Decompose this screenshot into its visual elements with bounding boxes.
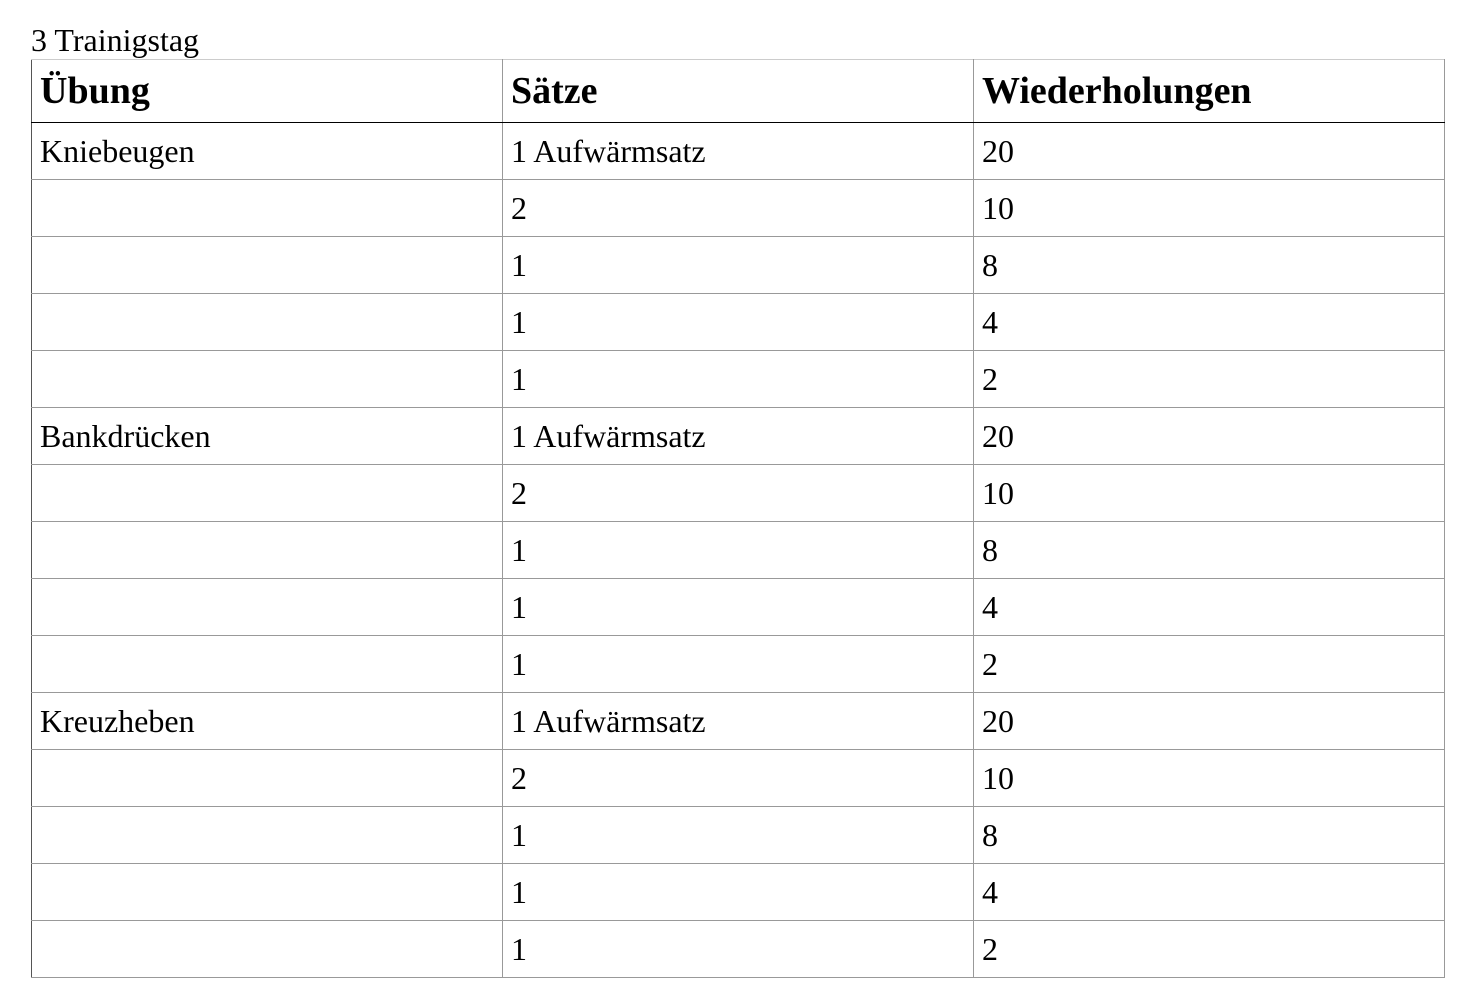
cell-reps: 4 (973, 293, 1445, 351)
cell-reps: 20 (973, 692, 1445, 750)
cell-sets: 1 (502, 863, 974, 921)
cell-exercise (31, 464, 503, 522)
cell-reps: 4 (973, 578, 1445, 636)
cell-reps: 4 (973, 863, 1445, 921)
table-row: 2 10 (31, 749, 1445, 807)
cell-reps: 10 (973, 179, 1445, 237)
header-exercise: Übung (31, 59, 503, 123)
cell-exercise (31, 179, 503, 237)
training-table: Übung Sätze Wiederholungen Kniebeugen 1 A… (31, 59, 1445, 978)
cell-sets: 2 (502, 464, 974, 522)
cell-exercise (31, 635, 503, 693)
document-title: 3 Trainigstag (31, 22, 200, 58)
cell-exercise (31, 863, 503, 921)
cell-exercise (31, 578, 503, 636)
cell-sets: 1 (502, 578, 974, 636)
cell-exercise (31, 749, 503, 807)
table-row: 2 10 (31, 179, 1445, 237)
cell-reps: 8 (973, 806, 1445, 864)
cell-reps: 10 (973, 464, 1445, 522)
cell-reps: 2 (973, 350, 1445, 408)
cell-reps: 10 (973, 749, 1445, 807)
table-row: Bankdrücken 1 Aufwärmsatz 20 (31, 407, 1445, 465)
cell-exercise (31, 521, 503, 579)
cell-sets: 1 Aufwärmsatz (502, 407, 974, 465)
header-sets: Sätze (502, 59, 974, 123)
cell-sets: 1 (502, 350, 974, 408)
cell-sets: 1 (502, 635, 974, 693)
cell-exercise (31, 293, 503, 351)
cell-sets: 1 (502, 521, 974, 579)
cell-reps: 20 (973, 122, 1445, 180)
cell-exercise (31, 806, 503, 864)
cell-reps: 20 (973, 407, 1445, 465)
cell-exercise: Kreuzheben (31, 692, 503, 750)
cell-reps: 2 (973, 635, 1445, 693)
header-reps: Wiederholungen (973, 59, 1445, 123)
cell-exercise: Kniebeugen (31, 122, 503, 180)
cell-sets: 1 (502, 236, 974, 294)
cell-sets: 1 (502, 806, 974, 864)
cell-exercise (31, 920, 503, 978)
cell-reps: 2 (973, 920, 1445, 978)
cell-exercise (31, 350, 503, 408)
cell-exercise: Bankdrücken (31, 407, 503, 465)
cell-reps: 8 (973, 236, 1445, 294)
table-row: 2 10 (31, 464, 1445, 522)
table-row: Kniebeugen 1 Aufwärmsatz 20 (31, 122, 1445, 180)
cell-sets: 1 Aufwärmsatz (502, 692, 974, 750)
cell-sets: 1 Aufwärmsatz (502, 122, 974, 180)
table-header-row: Übung Sätze Wiederholungen (31, 59, 1445, 123)
cell-sets: 2 (502, 749, 974, 807)
cell-exercise (31, 236, 503, 294)
cell-sets: 1 (502, 293, 974, 351)
cell-sets: 2 (502, 179, 974, 237)
cell-sets: 1 (502, 920, 974, 978)
cell-reps: 8 (973, 521, 1445, 579)
table-row: Kreuzheben 1 Aufwärmsatz 20 (31, 692, 1445, 750)
